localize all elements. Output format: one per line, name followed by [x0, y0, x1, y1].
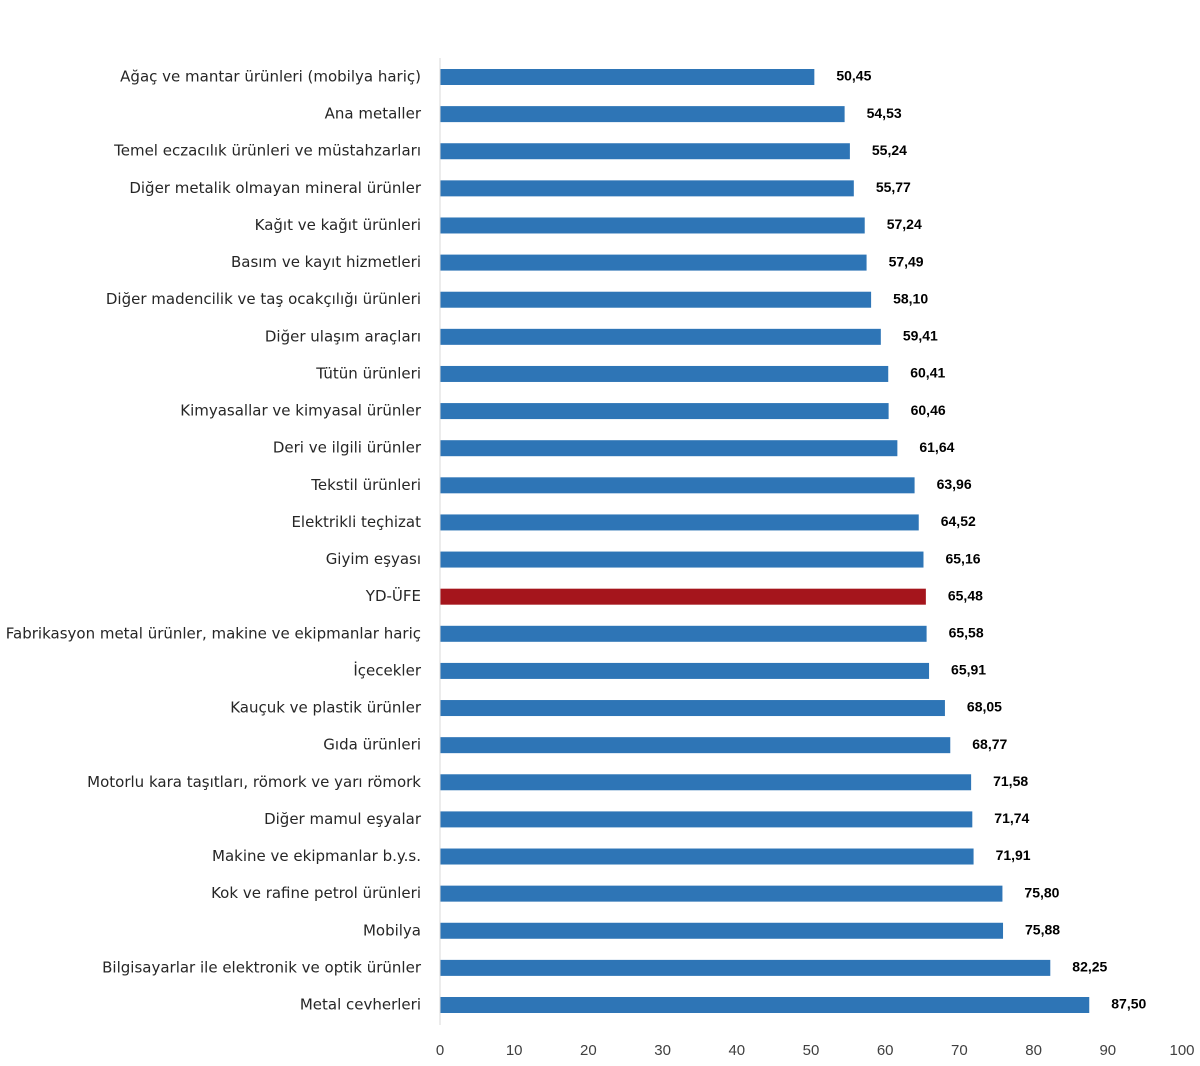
category-label: Kağıt ve kağıt ürünleri	[255, 216, 421, 234]
category-label: Kimyasallar ve kimyasal ürünler	[180, 402, 422, 420]
value-label: 57,49	[889, 253, 924, 269]
value-label: 54,53	[867, 105, 902, 121]
x-tick-label: 100	[1169, 1042, 1194, 1059]
category-label: Fabrikasyon metal ürünler, makine ve eki…	[6, 624, 421, 642]
value-label: 65,58	[949, 625, 984, 641]
value-label: 60,41	[910, 365, 945, 381]
value-label: 64,52	[941, 513, 976, 529]
value-label: 82,25	[1072, 959, 1107, 975]
bar	[440, 514, 919, 531]
category-label: Kok ve rafine petrol ürünleri	[211, 884, 421, 902]
bar	[440, 551, 924, 568]
bar	[440, 700, 945, 717]
bar	[440, 143, 850, 160]
value-label: 87,50	[1111, 996, 1146, 1012]
category-label: Temel eczacılık ürünleri ve müstahzarlar…	[113, 142, 421, 160]
category-label: Metal cevherleri	[300, 996, 421, 1014]
category-label: Diğer metalik olmayan mineral ürünler	[129, 179, 421, 197]
bar	[440, 106, 845, 123]
bar	[440, 365, 889, 382]
category-label: Diğer madencilik ve taş ocakçılığı ürünl…	[106, 290, 421, 308]
value-label: 65,16	[945, 550, 980, 566]
value-label: 63,96	[937, 476, 972, 492]
bar	[440, 662, 930, 679]
value-label: 75,80	[1024, 884, 1059, 900]
bar	[440, 328, 881, 345]
value-label: 68,77	[972, 736, 1007, 752]
category-label: Bilgisayarlar ile elektronik ve optik ür…	[102, 958, 422, 976]
category-label: Makine ve ekipmanlar b.y.s.	[212, 847, 421, 865]
value-label: 71,91	[996, 847, 1031, 863]
category-label: YD-ÜFE	[365, 586, 421, 605]
bar	[440, 625, 927, 642]
bar-highlight	[440, 588, 926, 605]
category-label: Basım ve kayıt hizmetleri	[231, 253, 421, 271]
value-labels: 50,45 54,53 55,24 55,77 57,24 57,49 58,10 59,41…	[836, 68, 1146, 1012]
value-label: 61,64	[919, 439, 954, 455]
bar	[440, 477, 915, 494]
category-label: Mobilya	[363, 921, 421, 939]
category-label: Giyim eşyası	[326, 550, 421, 568]
bar	[440, 69, 815, 85]
value-label: 71,74	[994, 810, 1029, 826]
category-label: Tekstil ürünleri	[310, 476, 421, 494]
bar	[440, 254, 867, 271]
category-labels: Ağaç ve mantar ürünleri (mobilya hariç) A…	[6, 68, 422, 1014]
bar	[440, 885, 1003, 902]
category-label: Elektrikli teçhizat	[291, 513, 421, 531]
value-label: 57,24	[887, 216, 922, 232]
value-label: 55,24	[872, 142, 907, 158]
x-axis-ticks: 0 10 20 30 40 50 60 70 80 90 100	[436, 1042, 1195, 1059]
value-label: 60,46	[911, 402, 946, 418]
category-label: Diğer ulaşım araçları	[265, 327, 421, 345]
value-label: 59,41	[903, 328, 938, 344]
bar	[440, 180, 854, 197]
value-label: 65,48	[948, 587, 983, 603]
bars-group	[440, 69, 1090, 1013]
bar	[440, 217, 865, 234]
category-label: Gıda ürünleri	[323, 736, 421, 754]
x-tick-label: 10	[506, 1042, 523, 1059]
x-tick-label: 40	[728, 1042, 745, 1059]
x-tick-label: 20	[580, 1042, 597, 1059]
value-label: 71,58	[993, 773, 1028, 789]
x-tick-label: 90	[1099, 1042, 1116, 1059]
category-label: Ana metaller	[325, 105, 422, 123]
bar	[440, 848, 974, 865]
x-tick-label: 50	[803, 1042, 820, 1059]
x-tick-label: 30	[654, 1042, 671, 1059]
value-label: 68,05	[967, 699, 1002, 715]
bar	[440, 922, 1004, 939]
category-label: Tütün ürünleri	[315, 364, 421, 382]
category-label: Diğer mamul eşyalar	[264, 810, 422, 828]
x-tick-label: 60	[877, 1042, 894, 1059]
category-label: Ağaç ve mantar ürünleri (mobilya hariç)	[120, 68, 421, 86]
value-label: 58,10	[893, 290, 928, 306]
bar	[440, 811, 973, 828]
value-label: 65,91	[951, 662, 986, 678]
bar	[440, 774, 972, 791]
x-tick-label: 80	[1025, 1042, 1042, 1059]
category-label: Motorlu kara taşıtları, römork ve yarı r…	[87, 773, 421, 791]
bar	[440, 737, 951, 754]
bar	[440, 959, 1051, 976]
bar	[440, 403, 889, 420]
category-label: İçecekler	[353, 660, 421, 679]
value-label: 75,88	[1025, 921, 1060, 937]
category-label: Deri ve ilgili ürünler	[273, 439, 422, 457]
bar	[440, 291, 872, 308]
value-label: 50,45	[836, 68, 871, 84]
category-label: Kauçuk ve plastik ürünler	[230, 699, 422, 717]
bar	[440, 440, 898, 457]
x-tick-label: 0	[436, 1042, 444, 1059]
x-tick-label: 70	[951, 1042, 968, 1059]
bar	[440, 997, 1090, 1013]
value-label: 55,77	[876, 179, 911, 195]
